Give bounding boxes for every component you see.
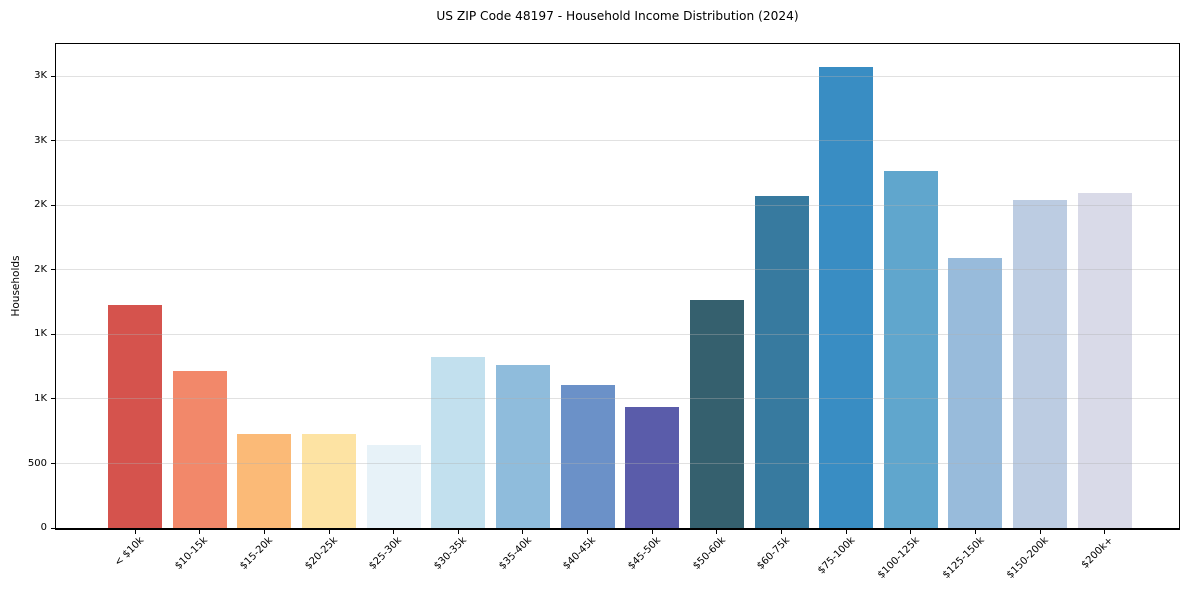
x-tick-label-text: $45-50k	[626, 535, 663, 572]
y-tick-label: 500	[27, 457, 47, 469]
x-tick-mark	[651, 530, 653, 534]
x-tick-mark	[1039, 530, 1041, 534]
y-tick-mark	[51, 140, 55, 142]
x-tick-mark	[328, 530, 330, 534]
x-tick-label-text: $75-100k	[815, 535, 857, 577]
bar	[366, 444, 421, 528]
y-tick-label: 2K	[34, 199, 47, 211]
gridline	[56, 75, 1179, 77]
x-tick-label-text: $35-40k	[496, 535, 534, 572]
x-tick-label-text: $20-25k	[302, 535, 340, 572]
bar	[1013, 200, 1068, 528]
bar	[948, 258, 1003, 528]
x-tick-mark	[975, 530, 976, 534]
x-tick-mark	[587, 530, 589, 534]
bar	[689, 300, 744, 528]
x-tick-label-text: $15-20k	[238, 535, 276, 572]
bar	[883, 171, 938, 528]
y-tick-mark	[51, 333, 55, 335]
x-tick-label-text: $40-45k	[561, 535, 599, 572]
x-tick-label-text: $10-15k	[173, 535, 211, 572]
plot-area	[55, 43, 1180, 530]
x-tick-label-text: < $10k	[112, 535, 146, 569]
x-tick-mark	[134, 530, 136, 534]
x-tick-mark	[199, 530, 201, 534]
x-tick-label-text: $125-150k	[940, 535, 987, 581]
y-tick-mark	[51, 398, 55, 400]
x-tick-label-text: $50-60k	[690, 535, 728, 572]
bar	[431, 357, 486, 528]
y-tick-mark	[51, 204, 55, 206]
gridline	[56, 204, 1179, 206]
y-tick-mark	[51, 75, 55, 77]
x-tick-label-text: $60-75k	[755, 535, 793, 572]
x-tick-mark	[522, 530, 524, 534]
y-tick-mark	[51, 463, 55, 464]
bar	[754, 195, 809, 528]
x-tick-mark	[716, 530, 718, 534]
x-tick-mark	[393, 530, 395, 534]
bar	[108, 305, 162, 528]
y-tick-label: 1K	[34, 392, 47, 404]
y-tick-label: 1K	[34, 328, 47, 340]
y-tick-mark	[51, 527, 55, 529]
gridline	[56, 333, 1179, 335]
x-tick-label-text: $200k+	[1079, 535, 1116, 571]
y-tick-label: 0	[40, 522, 47, 533]
chart-title: US ZIP Code 48197 - Household Income Dis…	[436, 9, 799, 23]
gridline	[56, 463, 1179, 464]
bar	[237, 433, 292, 528]
bar	[560, 385, 615, 528]
x-tick-label-text: $25-30k	[367, 535, 405, 572]
x-tick-mark	[263, 530, 265, 534]
bar	[1077, 193, 1132, 528]
y-tick-label: 2K	[34, 263, 47, 275]
x-tick-mark	[457, 530, 459, 534]
bar	[495, 365, 550, 528]
x-tick-mark	[1104, 530, 1106, 534]
y-tick-label: 3K	[34, 70, 47, 82]
y-tick-mark	[51, 269, 55, 271]
x-tick-label-text: $100-125k	[875, 535, 922, 581]
bar	[625, 407, 680, 528]
x-tick-mark	[910, 530, 912, 534]
x-tick-label-text: $150-200k	[1004, 535, 1051, 581]
x-tick-mark	[845, 530, 847, 534]
gridline	[56, 140, 1179, 142]
gridline	[56, 398, 1179, 400]
x-tick-mark	[781, 530, 782, 534]
y-tick-label: 3K	[34, 134, 47, 146]
x-tick-label-text: $30-35k	[432, 535, 470, 572]
bar	[819, 67, 874, 528]
gridline	[56, 269, 1179, 271]
bar	[301, 434, 356, 528]
bar	[172, 370, 227, 528]
